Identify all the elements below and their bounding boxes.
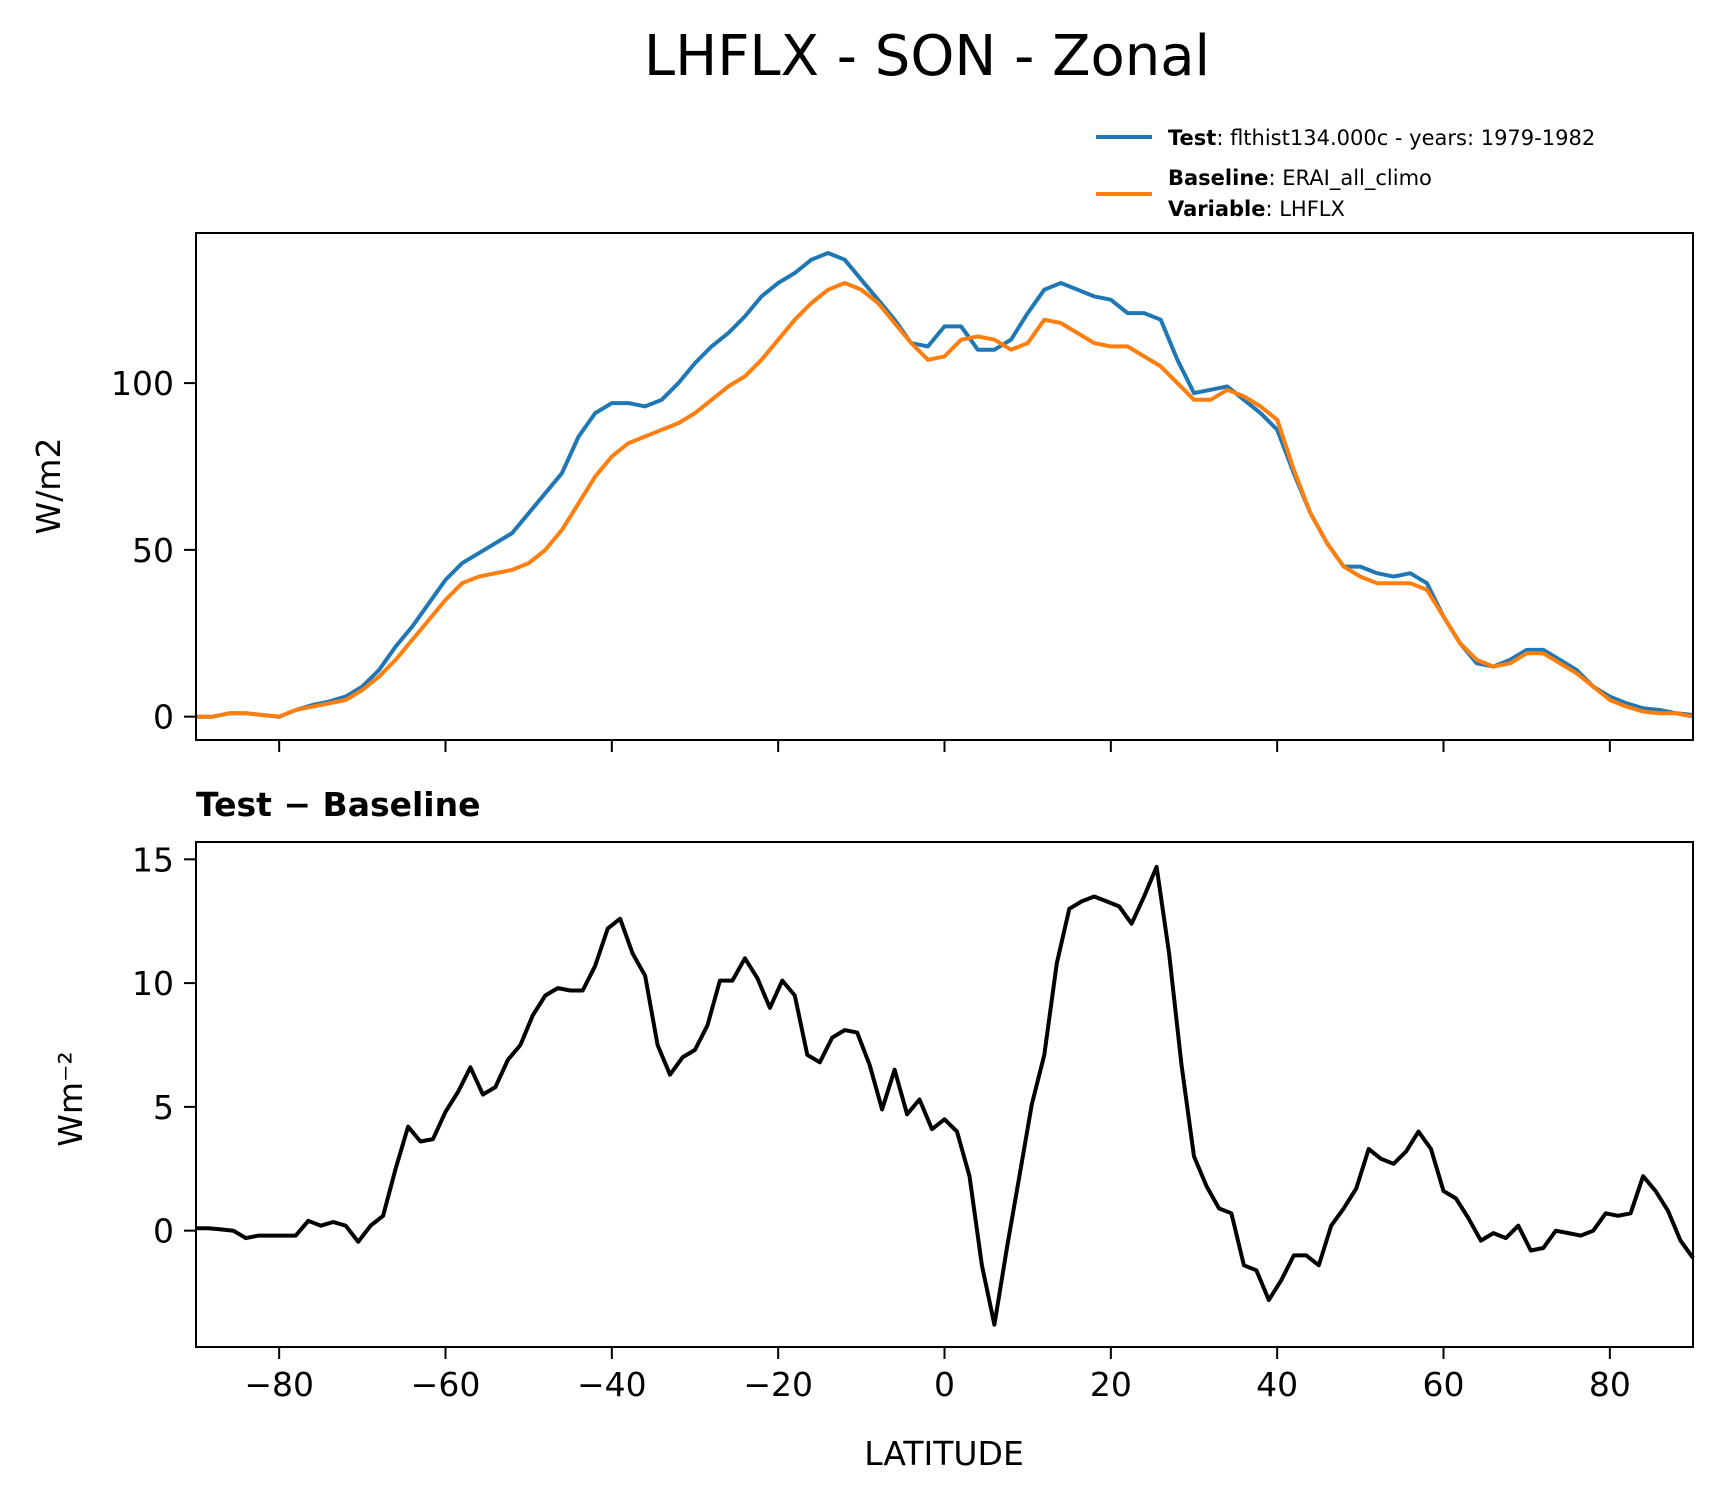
bottom-y-tick-label: 10 xyxy=(132,964,174,1003)
bottom-series-line-difference xyxy=(196,864,1695,1327)
top-y-tick-label: 0 xyxy=(153,698,174,737)
difference-panel-title: Test − Baseline xyxy=(196,785,481,824)
bottom-y-ticks: 0 5 10 15 xyxy=(132,840,196,1251)
bottom-y-axis-label: Wm⁻² xyxy=(51,1051,90,1146)
bottom-x-tick-label: 80 xyxy=(1589,1365,1631,1404)
legend: Test: flthist134.000c - years: 1979-1982… xyxy=(1096,126,1595,221)
bottom-y-tick-label: 15 xyxy=(132,840,174,879)
legend-test-key: Test xyxy=(1168,126,1216,150)
top-y-tick-label: 100 xyxy=(111,364,174,403)
top-y-axis-label: W/m2 xyxy=(29,438,68,535)
figure-title: LHFLX - SON - Zonal xyxy=(644,24,1210,89)
legend-variable-value: : LHFLX xyxy=(1265,197,1344,221)
top-series-group xyxy=(196,251,1694,719)
top-series-line-baseline xyxy=(196,281,1694,719)
bottom-x-ticks: −80 −60 −40 −20 0 20 40 60 80 xyxy=(244,1347,1631,1404)
legend-test-text: Test: flthist134.000c - years: 1979-1982 xyxy=(1168,126,1595,150)
top-y-tick-label: 50 xyxy=(132,531,174,570)
legend-baseline-key: Baseline xyxy=(1168,166,1269,190)
legend-test-value: : flthist134.000c - years: 1979-1982 xyxy=(1216,126,1595,150)
bottom-x-tick-label: −40 xyxy=(577,1365,647,1404)
bottom-x-tick-label: 20 xyxy=(1090,1365,1132,1404)
legend-baseline-text: Baseline: ERAI_all_climo xyxy=(1168,166,1432,191)
zonal-mean-panel: 0 50 100 W/m2 xyxy=(29,232,1694,752)
bottom-y-tick-label: 5 xyxy=(153,1088,174,1127)
top-y-ticks: 0 50 100 xyxy=(111,364,196,737)
bottom-x-tick-label: 60 xyxy=(1423,1365,1465,1404)
difference-panel: Test − Baseline −80 −60 −40 −20 0 20 40 60 80 0 5… xyxy=(51,785,1695,1473)
bottom-x-tick-label: −80 xyxy=(244,1365,314,1404)
bottom-y-tick-label: 0 xyxy=(153,1212,174,1251)
top-x-ticks xyxy=(278,740,1611,752)
bottom-series-group xyxy=(196,864,1695,1327)
legend-variable-text: Variable: LHFLX xyxy=(1168,197,1345,221)
bottom-x-tick-label: 40 xyxy=(1256,1365,1298,1404)
bottom-x-tick-label: −60 xyxy=(411,1365,481,1404)
bottom-x-tick-label: 0 xyxy=(934,1365,955,1404)
legend-variable-key: Variable xyxy=(1168,197,1265,221)
x-axis-label: LATITUDE xyxy=(864,1434,1024,1473)
legend-baseline-value: : ERAI_all_climo xyxy=(1269,166,1432,191)
bottom-x-tick-label: −20 xyxy=(743,1365,813,1404)
